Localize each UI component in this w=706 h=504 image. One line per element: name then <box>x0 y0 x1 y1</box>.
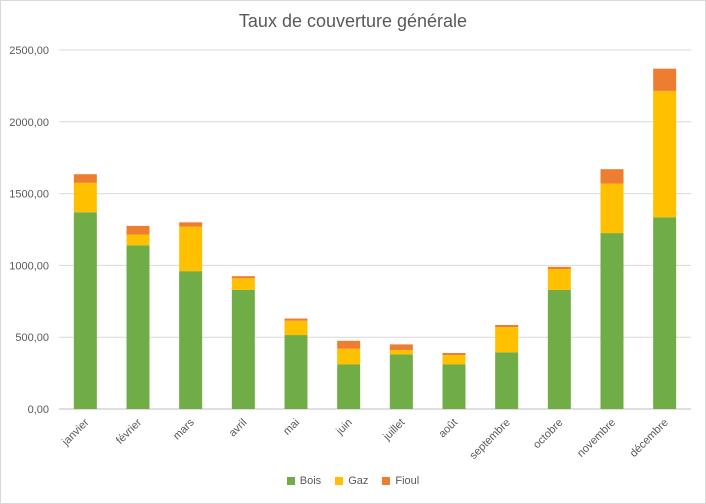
bar-segment-gaz <box>126 234 150 246</box>
bar-segment-bois <box>653 217 677 409</box>
bar-segment-gaz <box>73 182 97 213</box>
bar-segment-fioul <box>600 169 624 184</box>
legend-label: Gaz <box>348 475 369 487</box>
bar-segment-fioul <box>179 222 203 227</box>
bar-segment-gaz <box>337 348 361 365</box>
bar-segment-bois <box>179 271 203 409</box>
bar-segment-bois <box>495 352 519 409</box>
bar-segment-gaz <box>547 268 571 290</box>
bar-segment-gaz <box>231 278 255 290</box>
x-tick-label: septembre <box>468 417 513 462</box>
bar-segment-fioul <box>337 340 361 349</box>
bar-segment-gaz <box>495 327 519 353</box>
chart-legend: Bois Gaz Fioul <box>1 475 705 487</box>
bar-segment-bois <box>73 212 97 409</box>
y-tick-label: 1000,00 <box>9 260 49 272</box>
x-tick-label: mars <box>171 416 197 442</box>
bar-segment-fioul <box>653 68 677 91</box>
legend-item: Fioul <box>382 475 419 487</box>
x-tick-label: novembre <box>575 417 618 460</box>
y-tick-label: 2500,00 <box>9 45 49 57</box>
bar-segment-fioul <box>495 324 519 328</box>
bar-segment-gaz <box>653 90 677 218</box>
legend-item: Gaz <box>335 475 368 487</box>
bar-segment-bois <box>231 289 255 409</box>
y-tick-label: 1500,00 <box>9 189 49 201</box>
bar-segment-bois <box>389 354 413 409</box>
bar-segment-fioul <box>284 318 308 321</box>
bar-segment-gaz <box>284 320 308 336</box>
bar-segment-fioul <box>547 266 571 269</box>
bar-segment-fioul <box>126 225 150 235</box>
bar-segment-bois <box>547 289 571 409</box>
x-tick-label: mai <box>281 417 302 438</box>
legend-label: Fioul <box>395 475 420 487</box>
x-tick-label: décembre <box>628 417 671 460</box>
bar-segment-fioul <box>73 174 97 183</box>
bar-segment-gaz <box>389 350 413 355</box>
bar-segment-fioul <box>231 276 255 279</box>
legend-swatch <box>335 477 344 485</box>
legend-label: Bois <box>299 475 322 487</box>
bar-segment-gaz <box>179 226 203 272</box>
x-tick-label: avril <box>227 417 250 440</box>
x-tick-label: août <box>436 417 460 441</box>
chart-plot: 0,00 500,00 1000,00 1500,00 2000,00 2500,00 ja… <box>9 45 691 462</box>
bar-segment-gaz <box>600 183 624 234</box>
chart-title: Taux de couverture générale <box>238 11 468 31</box>
legend-item: Bois <box>286 475 322 487</box>
legend-swatch <box>382 477 391 485</box>
bar-segment-bois <box>442 364 466 409</box>
x-tick-label: février <box>114 416 144 446</box>
y-tick-label: 2000,00 <box>9 117 49 129</box>
x-tick-label: juin <box>333 417 354 438</box>
bar-segment-bois <box>337 364 361 409</box>
bar-segment-gaz <box>442 355 466 365</box>
bar-segment-bois <box>600 233 624 409</box>
y-tick-label: 500,00 <box>15 332 49 344</box>
bar-segment-fioul <box>442 352 466 356</box>
x-tick-label: janvier <box>59 416 91 448</box>
legend-swatch <box>286 477 295 485</box>
y-tick-label: 0,00 <box>28 404 49 416</box>
bar-segment-bois <box>284 335 308 409</box>
bar-segment-bois <box>126 245 150 409</box>
bar-segment-fioul <box>389 344 413 351</box>
x-tick-label: juillet <box>381 417 408 444</box>
x-tick-label: octobre <box>531 417 565 451</box>
